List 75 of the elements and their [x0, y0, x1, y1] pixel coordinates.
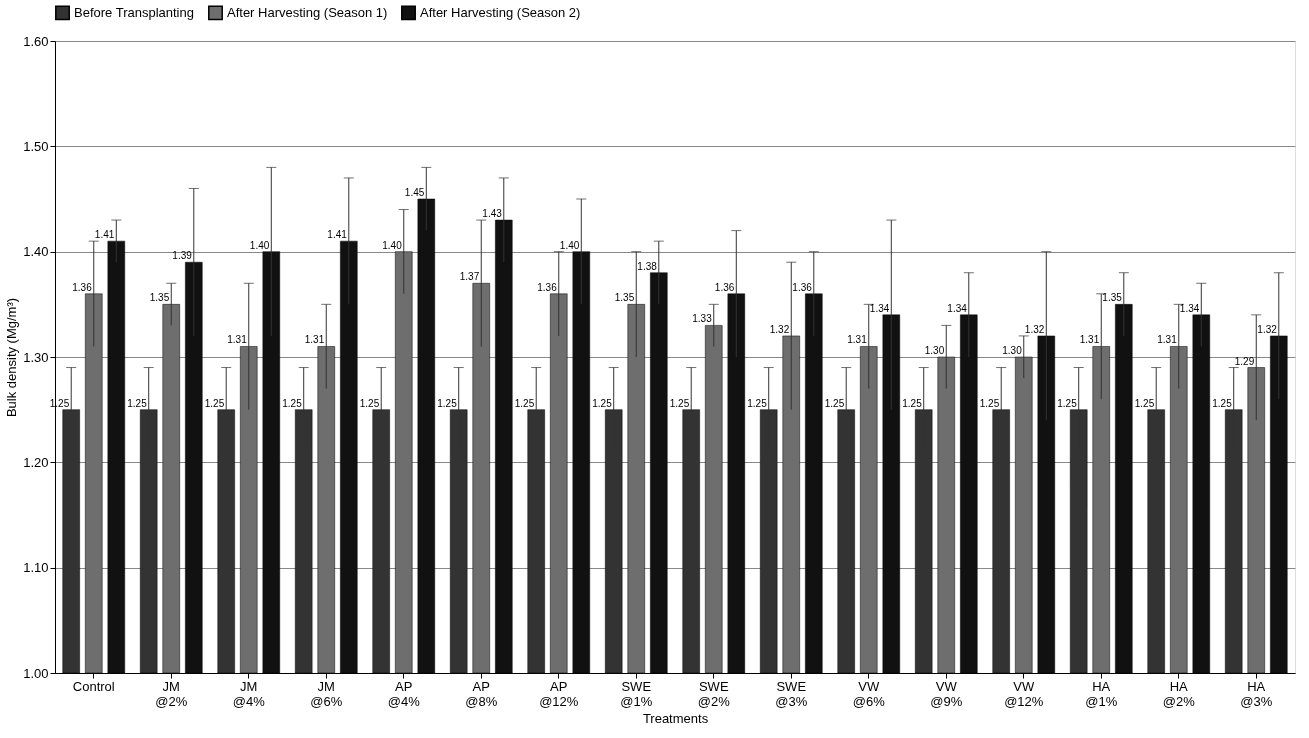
data-label: 1.31: [304, 334, 325, 346]
data-label: 1.36: [714, 281, 735, 293]
data-label: 1.29: [1234, 355, 1255, 367]
x-tick-label: AP @8%: [465, 678, 498, 709]
data-label: 1.36: [72, 281, 93, 293]
data-label: 1.38: [637, 260, 658, 272]
data-label: 1.25: [437, 397, 458, 409]
y-axis-title: Bulk density (Mg/m³): [4, 297, 20, 418]
x-tick-label: AP @12%: [539, 678, 579, 709]
data-label: 1.25: [902, 397, 923, 409]
x-tick-label: HA @2%: [1162, 678, 1196, 709]
data-label: 1.25: [1212, 397, 1233, 409]
x-tick-label: HA @1%: [1085, 678, 1118, 709]
data-label: 1.25: [747, 397, 768, 409]
data-label: 1.34: [947, 302, 968, 314]
x-tick-label: SWE @2%: [697, 678, 731, 709]
legend-label: After Harvesting (Season 2): [420, 4, 581, 20]
data-label: 1.34: [869, 302, 890, 314]
x-tick-label: VW @6%: [852, 678, 886, 709]
x-tick-label: SWE @3%: [775, 678, 808, 709]
data-label: 1.25: [1134, 397, 1155, 409]
data-label: 1.32: [769, 323, 790, 335]
data-label: 1.43: [482, 208, 503, 220]
data-label: 1.40: [559, 239, 580, 251]
data-label: 1.31: [1157, 334, 1178, 346]
y-tick-label: 1.00: [23, 665, 49, 681]
x-tick-label: JM @6%: [310, 678, 343, 709]
data-label: 1.25: [824, 397, 845, 409]
data-label: 1.36: [537, 281, 558, 293]
data-label: 1.40: [382, 239, 403, 251]
data-label: 1.30: [1002, 345, 1023, 356]
data-label: 1.37: [459, 271, 480, 283]
y-tick-label: 1.40: [23, 244, 49, 260]
data-label: 1.35: [614, 292, 635, 304]
data-label: 1.35: [1102, 292, 1123, 304]
data-label: 1.34: [1179, 302, 1200, 314]
data-label: 1.40: [249, 239, 270, 251]
data-label: 1.32: [1257, 323, 1278, 335]
data-label: 1.25: [979, 397, 1000, 409]
data-label: 1.25: [282, 397, 303, 409]
y-tick-label: 1.10: [23, 560, 49, 576]
data-label: 1.39: [172, 250, 193, 262]
y-tick-label: 1.20: [23, 454, 49, 470]
data-label: 1.25: [359, 397, 380, 409]
x-tick-label: JM @2%: [155, 678, 188, 709]
legend-label: Before Transplanting: [74, 4, 194, 20]
data-label: 1.25: [1057, 397, 1078, 409]
data-label: 1.25: [127, 397, 148, 409]
y-tick-label: 1.30: [23, 349, 49, 365]
data-label: 1.30: [924, 345, 945, 356]
y-tick-label: 1.60: [23, 33, 49, 49]
data-label: 1.35: [149, 292, 170, 304]
x-tick-label: SWE @1%: [620, 678, 653, 709]
x-tick-label: JM @4%: [232, 678, 266, 709]
x-tick-label: AP @4%: [387, 678, 421, 709]
data-label: 1.31: [1079, 334, 1100, 346]
data-label: 1.41: [94, 229, 115, 241]
data-label: 1.25: [204, 397, 225, 409]
data-label: 1.25: [669, 397, 690, 409]
data-label: 1.41: [327, 229, 348, 241]
x-tick-label: Control: [72, 678, 115, 694]
data-label: 1.33: [692, 313, 713, 325]
data-label: 1.25: [514, 397, 535, 409]
data-label: 1.45: [404, 187, 425, 198]
x-tick-label: HA @3%: [1240, 678, 1273, 709]
x-tick-label: VW @9%: [930, 678, 963, 709]
x-tick-label: VW @12%: [1004, 678, 1044, 709]
data-label: 1.31: [847, 334, 868, 346]
x-axis-title: Treatments: [642, 710, 709, 726]
data-label: 1.36: [792, 281, 813, 293]
data-label: 1.25: [592, 397, 613, 409]
y-tick-label: 1.50: [23, 138, 49, 154]
legend-label: After Harvesting (Season 1): [227, 4, 388, 20]
data-label: 1.31: [227, 334, 248, 346]
data-label: 1.32: [1024, 323, 1045, 335]
